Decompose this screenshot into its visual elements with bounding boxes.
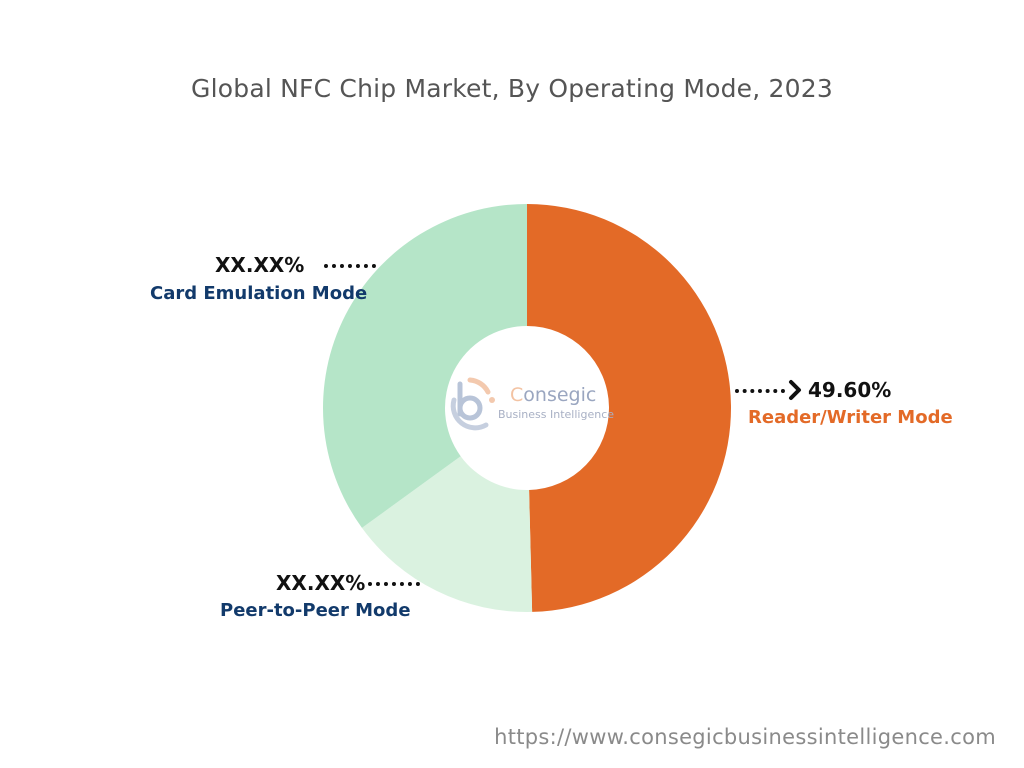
leader-line-peer-to-peer <box>368 582 420 586</box>
chart-title: Global NFC Chip Market, By Operating Mod… <box>191 74 833 103</box>
donut-slice-peer-to-peer-mode <box>361 456 533 612</box>
data-label-card-emulation: Card Emulation Mode <box>150 283 368 304</box>
consegic-logo: Consegic Business Intelligence <box>446 370 616 440</box>
data-label-peer-to-peer: Peer-to-Peer Mode <box>220 600 411 621</box>
logo-name: onsegic <box>523 384 597 406</box>
source-url: https://www.consegicbusinessintelligence… <box>494 725 996 749</box>
logo-subtitle: Business Intelligence <box>498 408 615 421</box>
donut-slice-card-emulation-mode <box>322 204 527 528</box>
logo-initial: C <box>510 384 524 406</box>
leader-line-card-emulation <box>324 264 376 268</box>
data-label-card-emulation-value: XX.XX% <box>215 253 305 277</box>
arrow-icon <box>789 380 801 400</box>
data-label-reader-writer: Reader/Writer Mode <box>748 407 953 428</box>
donut-slice-reader-writer-mode <box>527 204 731 612</box>
leader-line-reader-writer <box>735 389 785 393</box>
data-label-reader-writer-value: 49.60% <box>808 378 892 402</box>
logo-mark-icon <box>450 377 495 431</box>
data-label-peer-to-peer-value: XX.XX% <box>276 571 366 595</box>
